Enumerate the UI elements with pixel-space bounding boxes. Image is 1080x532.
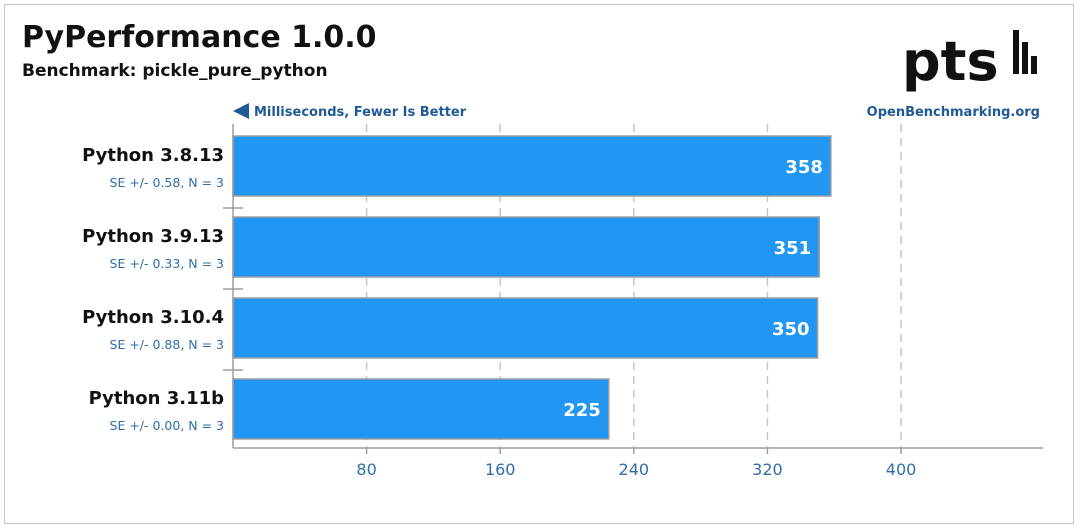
axis-note: Milliseconds, Fewer Is Better — [254, 105, 467, 120]
x-tick-label: 240 — [619, 460, 650, 479]
category-label: Python 3.8.13 — [82, 145, 224, 166]
bars: 358 Python 3.8.13 SE +/- 0.58, N = 3 351 Pyt… — [82, 135, 832, 440]
x-tick-label: 80 — [356, 460, 376, 479]
x-tick-label: 400 — [886, 460, 917, 479]
bar — [232, 216, 820, 278]
se-label: SE +/- 0.88, N = 3 — [110, 337, 224, 352]
bar-value-label: 225 — [563, 400, 601, 421]
pts-logo: pts — [902, 30, 1037, 93]
logo-bar-1 — [1013, 30, 1019, 74]
bar-value-label: 358 — [785, 157, 823, 178]
bar-value-label: 351 — [774, 238, 812, 259]
bar-value-label: 350 — [772, 319, 810, 340]
bar — [232, 297, 819, 359]
chart-subtitle: Benchmark: pickle_pure_python — [22, 61, 328, 81]
logo-bar-2 — [1022, 42, 1028, 74]
se-label: SE +/- 0.58, N = 3 — [110, 175, 224, 190]
category-label: Python 3.10.4 — [82, 307, 224, 328]
x-tick-label: 320 — [752, 460, 783, 479]
category-label: Python 3.9.13 — [82, 226, 224, 247]
x-axis: 80 160 240 320 400 — [223, 124, 1043, 479]
logo-bar-3 — [1031, 56, 1037, 74]
se-label: SE +/- 0.33, N = 3 — [110, 256, 224, 271]
x-tick-label: 160 — [485, 460, 516, 479]
category-label: Python 3.11b — [89, 388, 225, 409]
left-arrow-icon — [233, 103, 249, 119]
bar — [232, 378, 610, 440]
logo-text: pts — [902, 30, 999, 93]
chart-title: PyPerformance 1.0.0 — [22, 20, 377, 55]
bar — [232, 135, 832, 197]
source-label: OpenBenchmarking.org — [867, 105, 1040, 120]
se-label: SE +/- 0.00, N = 3 — [110, 418, 224, 433]
